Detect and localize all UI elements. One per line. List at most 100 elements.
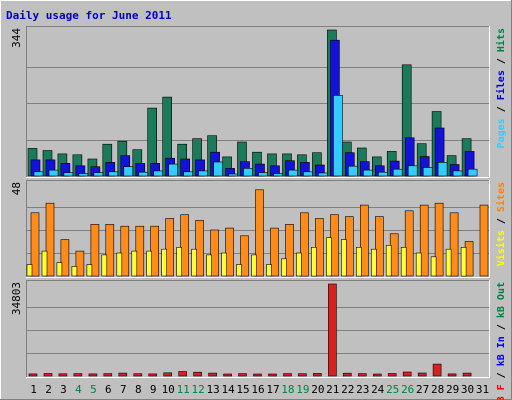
bar-hits-pages-day-5 bbox=[93, 172, 104, 177]
bar-kbytes-kb-f-day-6 bbox=[103, 373, 113, 377]
bar-kbytes-kb-f-day-27 bbox=[417, 372, 427, 377]
panel-kbytes-area bbox=[26, 280, 490, 378]
panel-kbytes-legend-part: kB Out bbox=[496, 282, 507, 318]
x-tick-label-26: 26 bbox=[401, 383, 414, 396]
bar-visits-sites-day-16 bbox=[255, 189, 264, 277]
bar-visits-visits-day-25 bbox=[385, 245, 392, 277]
panel-kbytes-bars bbox=[28, 283, 472, 377]
bar-kbytes-kb-f-day-7 bbox=[118, 372, 128, 377]
bar-kbytes-kb-f-day-29 bbox=[447, 373, 457, 377]
bar-kbytes-kb-f-day-18 bbox=[283, 373, 292, 377]
bar-kbytes-kb-f-day-23 bbox=[357, 373, 367, 377]
bar-kbytes-kb-f-day-9 bbox=[148, 373, 157, 377]
bar-hits-pages-day-15 bbox=[243, 168, 253, 177]
bar-visits-sites-day-3 bbox=[60, 239, 70, 277]
panel-hits-axis-legend: Pages / Files / Hits bbox=[495, 28, 507, 148]
bar-kbytes-kb-f-day-21 bbox=[328, 283, 337, 377]
bar-hits-pages-day-10 bbox=[168, 163, 178, 177]
bar-visits-visits-day-1 bbox=[26, 264, 33, 277]
bar-visits-sites-day-4 bbox=[75, 250, 85, 277]
bar-visits-sites-day-26 bbox=[404, 210, 414, 277]
bar-hits-pages-day-24 bbox=[377, 171, 388, 177]
x-tick-label-2: 2 bbox=[45, 383, 52, 396]
panel-visits-bars bbox=[26, 189, 489, 277]
panel-hits-legend-part: / bbox=[496, 52, 507, 70]
bar-visits-visits-day-9 bbox=[146, 250, 152, 277]
x-tick-label-21: 21 bbox=[326, 383, 339, 396]
x-tick-label-19: 19 bbox=[296, 383, 309, 396]
bar-visits-sites-day-11 bbox=[180, 214, 189, 277]
bar-hits-pages-day-21 bbox=[333, 95, 343, 177]
bar-kbytes-kb-f-day-1 bbox=[28, 373, 38, 377]
bar-visits-sites-day-28 bbox=[434, 202, 444, 277]
x-tick-label-22: 22 bbox=[341, 383, 354, 396]
bar-kbytes-kb-f-day-2 bbox=[43, 373, 53, 377]
panel-kbytes-ymax-label: 34803 bbox=[10, 282, 23, 315]
bar-visits-visits-day-10 bbox=[161, 248, 167, 277]
panel-hits-legend-part: Hits bbox=[495, 28, 507, 52]
bar-visits-visits-day-19 bbox=[296, 252, 302, 277]
bar-hits-pages-day-7 bbox=[123, 166, 134, 177]
bar-visits-visits-day-7 bbox=[116, 252, 123, 277]
bar-hits-pages-day-3 bbox=[63, 172, 74, 177]
x-tick-label-28: 28 bbox=[431, 383, 444, 396]
bar-visits-visits-day-14 bbox=[221, 252, 227, 277]
bar-visits-visits-day-24 bbox=[370, 248, 377, 277]
bar-visits-visits-day-8 bbox=[131, 250, 138, 277]
bar-visits-visits-day-4 bbox=[71, 266, 78, 277]
panel-visits-legend-part: Visits bbox=[495, 230, 507, 266]
panel-hits: 344 Pages / Files / Hits bbox=[10, 26, 507, 178]
panel-kbytes-axis-legend: kB F / kB In / kB Out bbox=[496, 282, 507, 400]
x-tick-label-29: 29 bbox=[446, 383, 459, 396]
bar-visits-visits-day-22 bbox=[340, 239, 347, 277]
bar-hits-pages-day-26 bbox=[407, 165, 418, 177]
bar-hits-pages-day-9 bbox=[153, 170, 163, 177]
bar-visits-visits-day-2 bbox=[41, 250, 48, 277]
bar-kbytes-kb-f-day-22 bbox=[342, 372, 352, 377]
bar-visits-visits-day-5 bbox=[86, 264, 93, 277]
x-tick-label-16: 16 bbox=[251, 383, 264, 396]
x-tick-label-5: 5 bbox=[90, 383, 97, 396]
bar-visits-sites-day-23 bbox=[359, 204, 369, 277]
bar-visits-sites-day-17 bbox=[270, 227, 279, 277]
bar-hits-pages-day-19 bbox=[303, 171, 313, 177]
panel-hits-bars bbox=[27, 29, 478, 177]
x-tick-label-27: 27 bbox=[416, 383, 429, 396]
panel-hits-legend-part: Files bbox=[495, 70, 507, 100]
bar-kbytes-kb-f-day-28 bbox=[432, 363, 442, 377]
x-tick-label-23: 23 bbox=[356, 383, 369, 396]
bar-hits-pages-day-20 bbox=[318, 172, 328, 177]
bar-hits-pages-day-13 bbox=[213, 161, 223, 177]
bar-hits-pages-day-16 bbox=[258, 172, 268, 177]
bar-visits-sites-day-13 bbox=[210, 229, 219, 277]
bar-kbytes-kb-f-day-4 bbox=[73, 373, 83, 377]
bar-kbytes-kb-f-day-8 bbox=[133, 373, 143, 377]
bar-hits-pages-day-30 bbox=[467, 168, 478, 177]
panel-hits-legend-part: / bbox=[496, 100, 507, 118]
bar-visits-sites-day-6 bbox=[105, 224, 115, 277]
bar-kbytes-kb-f-day-24 bbox=[372, 373, 382, 377]
x-tick-label-10: 10 bbox=[162, 383, 175, 396]
bar-kbytes-kb-f-day-26 bbox=[402, 371, 412, 377]
bar-visits-visits-day-27 bbox=[415, 252, 422, 277]
bar-hits-pages-day-25 bbox=[392, 168, 403, 177]
x-tick-label-1: 1 bbox=[30, 383, 37, 396]
bar-hits-pages-day-29 bbox=[452, 170, 463, 177]
bar-kbytes-kb-f-day-16 bbox=[253, 373, 262, 377]
bar-visits-visits-day-6 bbox=[101, 254, 108, 277]
bar-kbytes-kb-f-day-25 bbox=[387, 373, 397, 377]
bar-visits-sites-day-18 bbox=[285, 224, 294, 277]
bar-hits-pages-day-8 bbox=[138, 171, 149, 177]
bar-kbytes-kb-f-day-15 bbox=[238, 373, 247, 377]
bar-hits-pages-day-4 bbox=[78, 173, 89, 177]
x-tick-label-9: 9 bbox=[150, 383, 157, 396]
bar-kbytes-kb-f-day-11 bbox=[178, 371, 187, 377]
x-tick-label-12: 12 bbox=[191, 383, 204, 396]
bar-visits-sites-day-5 bbox=[90, 224, 100, 277]
bar-visits-visits-day-18 bbox=[281, 258, 287, 277]
x-tick-label-6: 6 bbox=[105, 383, 112, 396]
bar-kbytes-kb-f-day-10 bbox=[163, 372, 172, 377]
bar-visits-sites-day-27 bbox=[419, 204, 429, 277]
chart-title: Daily usage for June 2011 bbox=[6, 9, 172, 22]
x-tick-label-14: 14 bbox=[221, 383, 235, 396]
